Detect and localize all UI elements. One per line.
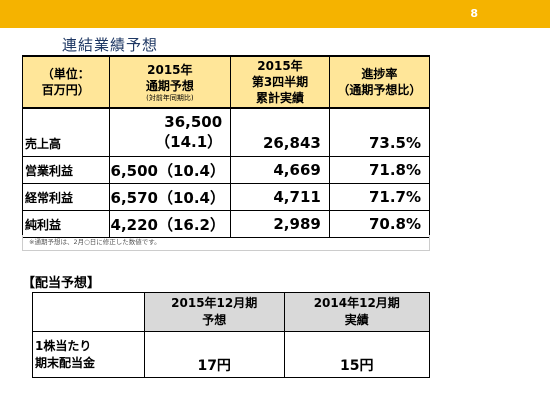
progress-value: 71.7% [328,183,431,211]
col2-header-line2: 予想 [202,313,227,327]
dividend-table-header: 2015年12月期 予想 2014年12月期 実績 [32,292,431,332]
row-label: 売上高 [22,107,110,157]
unit-header: （単位： 百万円） [22,55,110,109]
row-label: 経常利益 [22,183,110,211]
forecast-value: 36,500（14.1） [108,107,232,157]
rate-header-line2: （通期予想比） [337,83,422,97]
fy2014-actual-header: 2014年12月期 実績 [283,292,431,332]
forecast-value: 6,570（10.4） [108,183,232,211]
rate-header-line1: 進捗率 [361,67,398,81]
unit-header-line2: 百万円） [41,83,90,97]
col2-header-line1: 2015年12月期 [171,296,258,310]
col3-header-line2: 実績 [344,313,369,327]
fy-header-sub: (対前年同期比) [146,93,194,102]
forecast-value: 6,500（10.4） [108,156,232,184]
top-accent-bar: 8 [0,0,550,28]
progress-rate-header: 進捗率 （通期予想比） [328,55,431,109]
q3-header-line3: 累計実績 [255,91,304,105]
col3-header-line1: 2014年12月期 [313,296,400,310]
actual-value: 4,711 [230,183,330,211]
dividend-forecast-value: 17円 [143,331,285,378]
unit-header-line1: （単位： [41,67,90,81]
fy2015-forecast-header: 2015年12月期 予想 [143,292,285,332]
actual-value: 2,989 [230,210,330,238]
table-row-dividend: 1株当たり 期末配当金 17円 15円 [32,331,431,378]
table-row-operating-profit: 営業利益 6,500（10.4） 4,669 71.8% [22,156,431,184]
q3-header-line2: 第3四半期 [251,75,309,89]
actual-value: 26,843 [230,107,330,157]
fy-header-line2: 通期予想 [145,78,194,93]
table-row-net-profit: 純利益 4,220（16.2） 2,989 70.8% [22,210,431,238]
fy-forecast-header: 2015年 通期予想 (対前年同期比) [108,55,232,109]
dividend-table: 2015年12月期 予想 2014年12月期 実績 1株当たり 期末配当金 17… [32,292,431,378]
q3-actual-header: 2015年 第3四半期 累計実績 [230,55,330,109]
forecast-value: 4,220（16.2） [108,210,232,238]
row-label: 純利益 [22,210,110,238]
table-row-sales: 売上高 36,500（14.1） 26,843 73.5% [22,107,431,157]
page-title: 連結業績予想 [62,36,159,54]
dividend-label-line2: 期末配当金 [35,355,96,370]
forecast-note: ※通期予想は、2月○日に修正した数値です。 [22,235,430,251]
page-number: 8 [470,7,478,20]
progress-value: 70.8% [328,210,431,238]
progress-value: 71.8% [328,156,431,184]
blank-header-cell [32,292,145,332]
actual-value: 4,669 [230,156,330,184]
fy-header-line1: 2015年 [147,62,193,77]
forecast-table-header: （単位： 百万円） 2015年 通期予想 (対前年同期比) 2015年 第3四半… [22,55,431,109]
dividend-section-title: 【配当予想】 [22,276,101,291]
progress-value: 73.5% [328,107,431,157]
q3-header-line1: 2015年 [257,59,303,73]
dividend-label-line1: 1株当たり [35,338,92,353]
table-row-ordinary-profit: 経常利益 6,570（10.4） 4,711 71.7% [22,183,431,211]
dividend-row-label: 1株当たり 期末配当金 [32,331,145,378]
row-label: 営業利益 [22,156,110,184]
dividend-actual-value: 15円 [283,331,431,378]
forecast-table: （単位： 百万円） 2015年 通期予想 (対前年同期比) 2015年 第3四半… [22,55,431,238]
